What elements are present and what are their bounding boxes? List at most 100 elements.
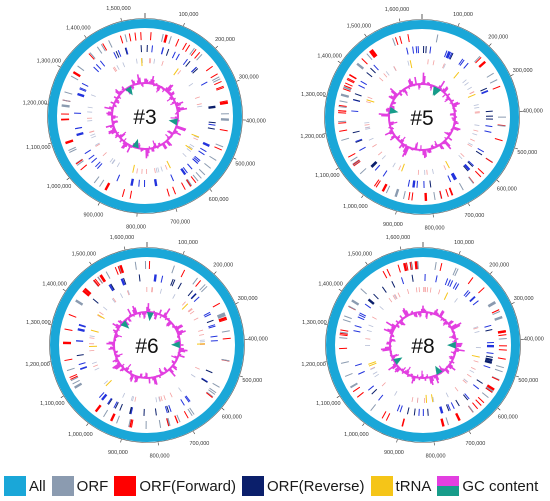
tick-label: 200,000 [215,37,235,43]
orf-mark [438,289,441,295]
orf-mark [126,290,130,296]
tick-label: 600,000 [222,415,242,421]
trna-mark [467,93,476,98]
orf-forward-mark [76,160,84,166]
tick-mark [469,431,471,435]
genome-map-label: #3 [133,106,156,129]
tick-mark [48,323,52,326]
orf-forward-mark [349,74,357,79]
tick-mark [322,133,326,135]
orf-forward-mark [66,367,75,372]
orf-mark [364,122,370,124]
orf-reverse-mark [447,175,452,183]
tick-label: 800,000 [126,225,146,231]
orf-reverse-mark [463,290,469,297]
orf-reverse-mark [78,323,86,327]
tick-label: 300,000 [238,296,258,302]
orf-forward-mark [478,60,487,68]
orf-forward-mark [375,180,381,188]
gc-content-negative [132,138,139,149]
legend-label-orf-reverse: ORF(Reverse) [267,477,365,495]
orf-reverse-mark [153,179,158,187]
orf-forward-mark [494,315,503,321]
orf-forward-mark [353,160,361,166]
trna-mark [445,160,450,169]
orf-reverse-mark [411,274,414,282]
orf-mark [90,94,96,97]
orf-reverse-mark [125,47,129,55]
orf-forward-mark [491,309,500,314]
trna-mark [443,292,449,300]
orf-forward-mark [221,330,230,333]
orf-reverse-mark [485,357,493,362]
orf-reverse-mark [483,365,491,369]
orf-forward-mark [110,413,116,422]
orf-forward-mark [183,410,189,419]
orf-reverse-mark [448,52,453,60]
orf-reverse-mark [161,47,164,55]
legend-swatch-orf [51,476,74,496]
orf-forward-mark [219,101,229,106]
orf-reverse-mark [485,328,493,332]
orf-mark [193,137,199,141]
orf-reverse-mark [187,163,193,170]
orf-mark [177,70,182,75]
legend-label-gc-content: GC content [462,477,539,495]
tick-mark [62,288,66,291]
orf-forward-mark [118,265,123,274]
orf-forward-mark [452,267,457,276]
orf-mark [383,73,388,78]
trna-mark [401,163,405,172]
orf-reverse-mark [198,150,205,156]
orf-forward-mark [339,334,348,337]
orf-forward-mark [62,99,71,102]
orf-reverse-mark [358,314,366,319]
orf-reverse-mark [184,396,190,403]
orf-mark [130,395,133,401]
orf-mark [472,133,478,136]
orf-forward-mark [341,137,350,141]
orf-mark [393,294,397,300]
orf-forward-mark [163,34,168,43]
tick-label: 600,000 [498,415,518,421]
orf-mark [397,292,401,298]
orf-forward-mark [190,49,197,56]
orf-mark [381,382,386,387]
orf-mark [182,152,187,158]
orf-reverse-mark [75,127,83,130]
orf-forward-mark [339,129,348,132]
legend-swatch-trna [370,476,393,496]
orf-forward-mark [124,34,128,43]
orf-reverse-mark [371,162,378,168]
orf-forward-mark [435,34,439,43]
orf-reverse-mark [413,408,416,416]
orf-mark [97,314,102,319]
orf-reverse-mark [359,312,367,317]
genome-map-2: 100,000 200,000 300,000 400,000 500,000 600,0… [300,7,542,231]
orf-mark [87,106,93,109]
trna-mark [366,99,375,103]
orf-forward-mark [103,409,109,418]
orf-forward-mark [93,176,100,184]
orf-mark [378,151,383,156]
orf-mark [372,144,377,148]
trna-mark [173,68,179,76]
tick-label: 1,600,000 [385,7,409,13]
tick-label: 1,400,000 [66,25,90,31]
orf-mark [473,104,479,107]
tick-mark [497,407,501,411]
orf-mark [445,392,449,398]
tick-label: 200,000 [488,34,508,40]
orf-forward-mark [168,36,172,44]
orf-mark [155,397,158,403]
orf-mark [127,290,131,296]
orf-reverse-mark [355,138,363,143]
orf-forward-mark [478,287,485,294]
orf-mark [467,86,472,91]
orf-reverse-mark [107,397,112,405]
orf-forward-mark [344,372,353,377]
orf-reverse-mark [485,125,493,128]
orf-forward-mark [408,191,411,201]
orf-forward-mark [174,415,179,424]
orf-mark [411,396,414,403]
